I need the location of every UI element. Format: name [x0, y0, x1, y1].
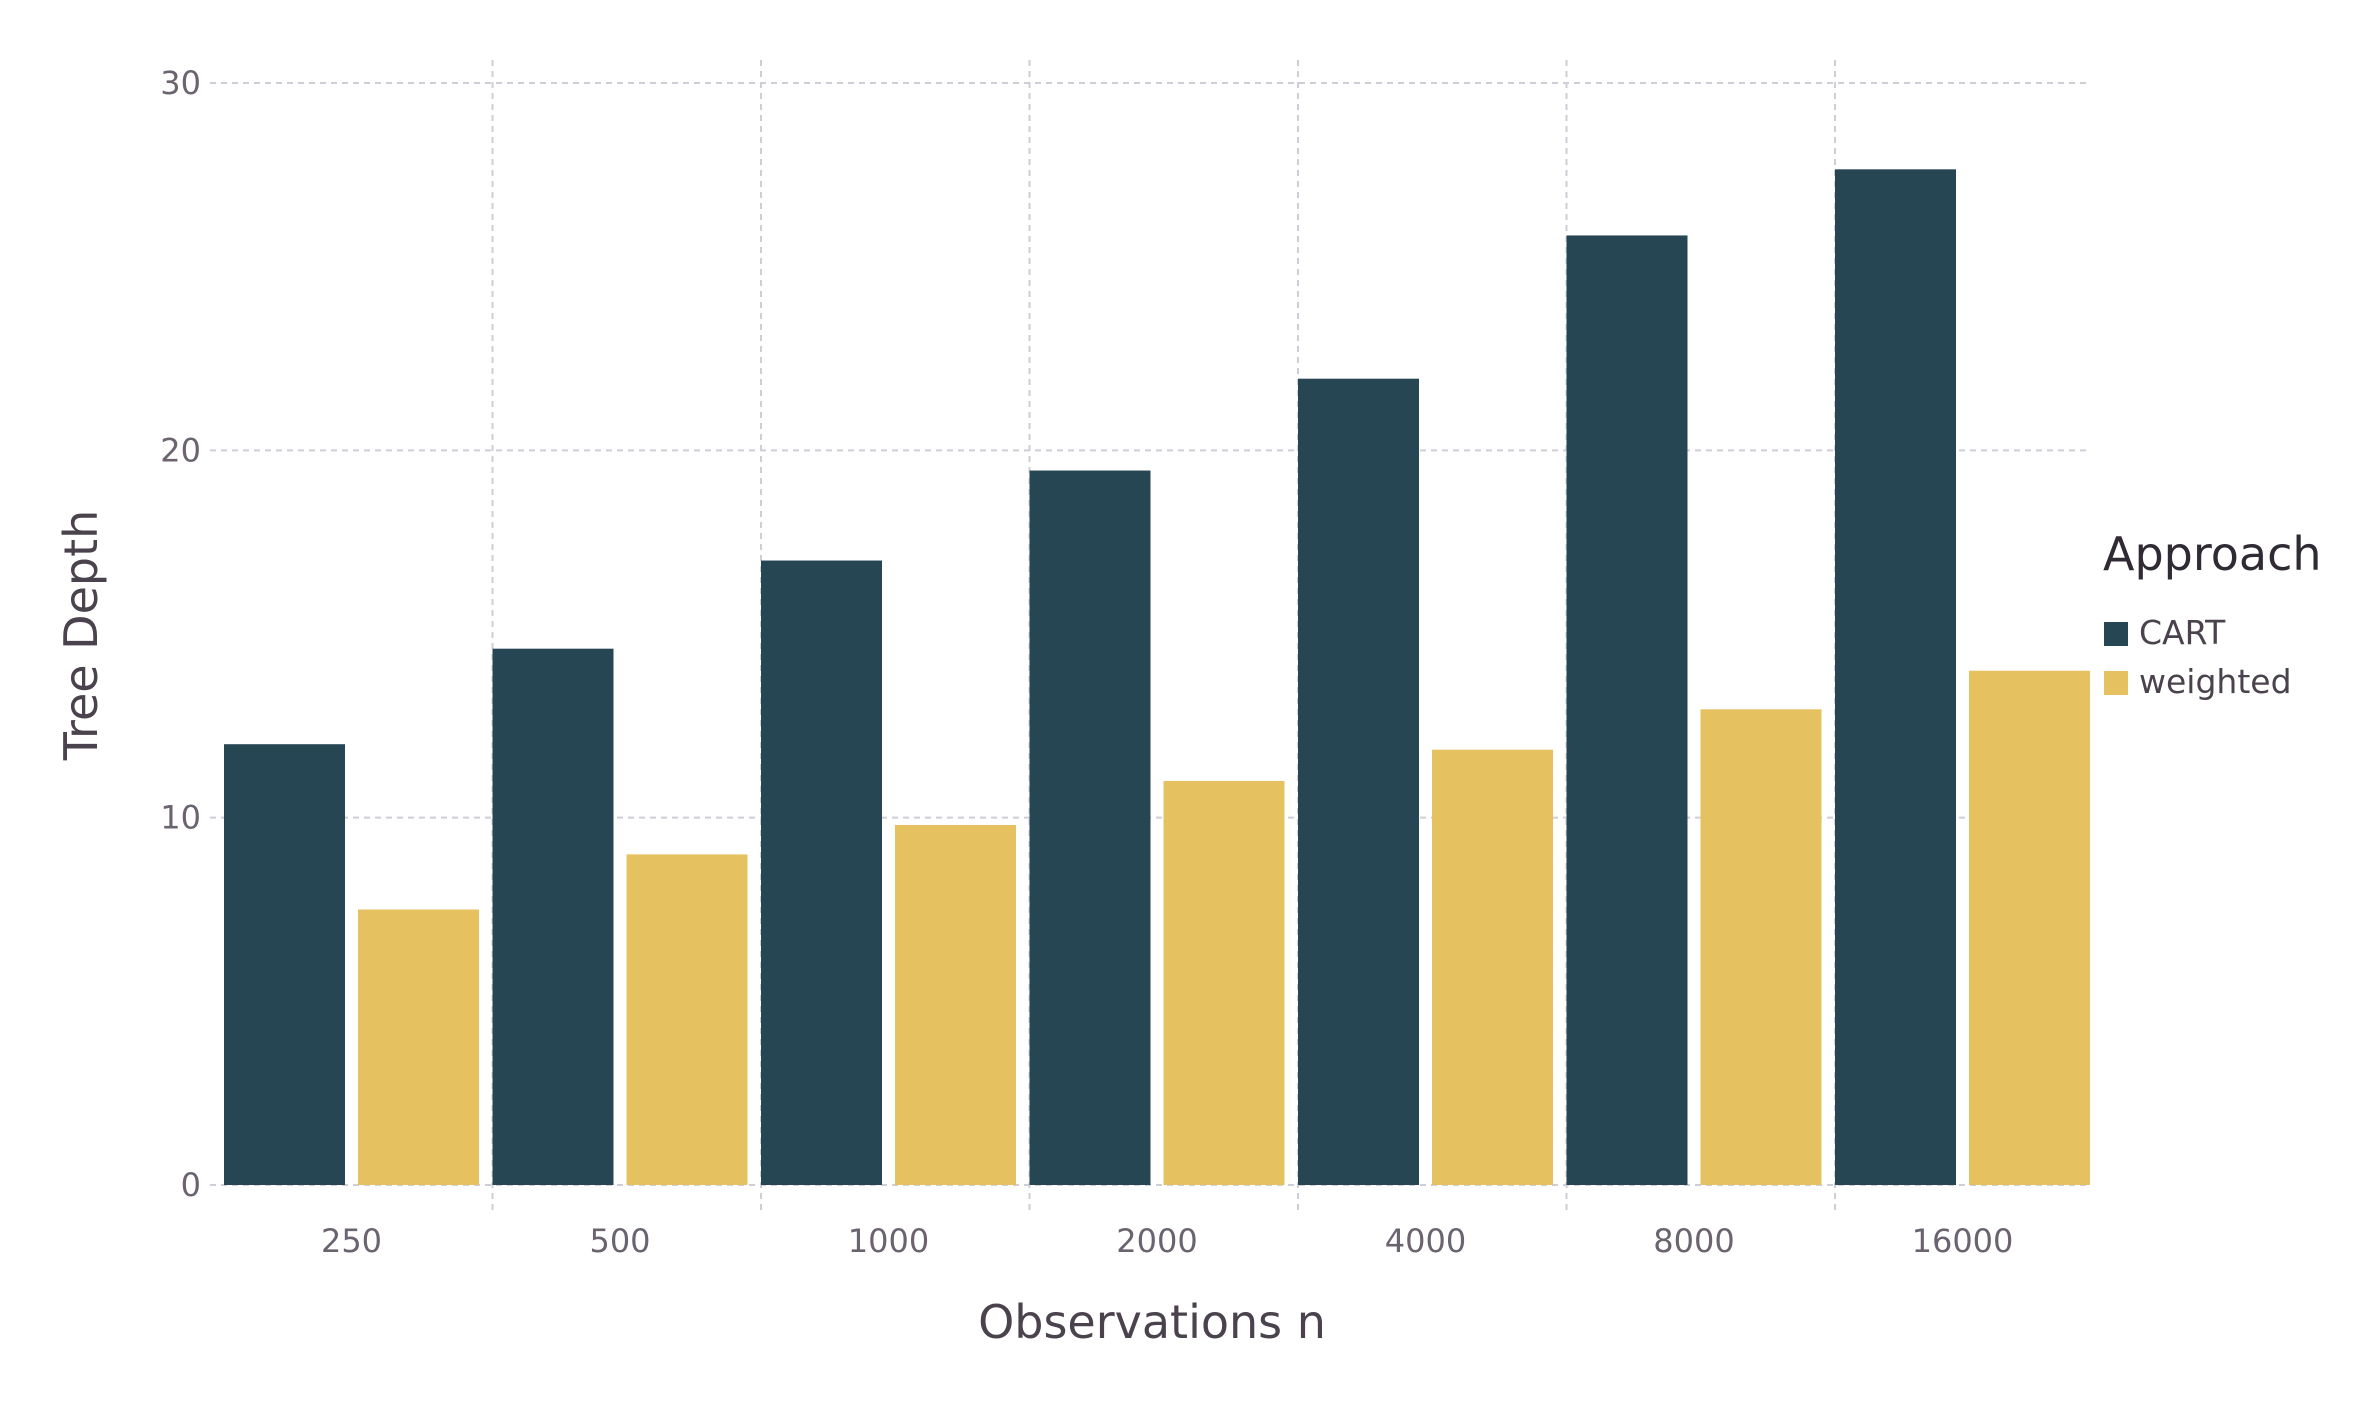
bar-CART-2000	[1029, 470, 1151, 1186]
legend-label-CART: CART	[2139, 613, 2226, 652]
bar-CART-16000	[1835, 169, 1956, 1185]
x-axis-title: Observations n	[978, 1295, 1326, 1349]
bar-weighted-4000	[1432, 749, 1553, 1185]
bar-weighted-16000	[1969, 670, 2090, 1185]
bar-weighted-500	[626, 854, 748, 1185]
x-axis-ticks: 250 500 1000 2000 4000 8000 16000	[321, 1222, 2013, 1260]
x-tick-label-250: 250	[321, 1222, 382, 1260]
bar-CART-8000	[1566, 235, 1688, 1185]
bar-CART-4000	[1298, 378, 1419, 1185]
y-tick-label-10: 10	[160, 799, 201, 837]
legend-items: CART weighted	[2104, 613, 2292, 701]
x-tick-label-500: 500	[589, 1222, 650, 1260]
legend-swatch-weighted	[2104, 671, 2128, 695]
bars	[224, 169, 2090, 1186]
y-axis-ticks: 0 10 20 30	[160, 64, 201, 1204]
bar-CART-250	[224, 744, 345, 1185]
bar-weighted-1000	[895, 825, 1016, 1185]
bar-weighted-250	[358, 909, 479, 1185]
x-tick-label-4000: 4000	[1385, 1222, 1466, 1260]
y-tick-label-30: 30	[160, 64, 201, 102]
legend-swatch-CART	[2104, 622, 2128, 646]
x-tick-label-2000: 2000	[1116, 1222, 1197, 1260]
x-tick-label-16000: 16000	[1912, 1222, 2014, 1260]
y-tick-label-0: 0	[181, 1166, 201, 1204]
legend-label-weighted: weighted	[2139, 662, 2292, 701]
y-tick-label-20: 20	[160, 431, 201, 469]
bar-weighted-8000	[1700, 709, 1822, 1185]
x-tick-label-1000: 1000	[848, 1222, 929, 1260]
bar-weighted-2000	[1163, 780, 1285, 1185]
bar-CART-1000	[761, 560, 882, 1185]
legend: Approach CART weighted	[2103, 527, 2322, 701]
x-tick-label-8000: 8000	[1653, 1222, 1734, 1260]
bar-CART-500	[492, 648, 614, 1185]
y-axis-title: Tree Depth	[54, 510, 108, 762]
legend-title: Approach	[2103, 527, 2322, 581]
